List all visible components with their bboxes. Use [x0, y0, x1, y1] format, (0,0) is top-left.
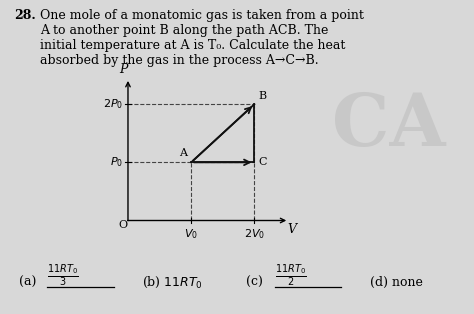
Text: C: C	[259, 157, 267, 167]
Text: B: B	[259, 91, 267, 101]
Text: One mole of a monatomic gas is taken from a point
A to another point B along the: One mole of a monatomic gas is taken fro…	[40, 9, 364, 68]
Text: (d) none: (d) none	[370, 276, 423, 289]
Text: (b) $11RT_0$: (b) $11RT_0$	[142, 275, 203, 290]
Text: (c): (c)	[246, 276, 264, 289]
Text: CA: CA	[332, 90, 446, 161]
Text: $P_0$: $P_0$	[110, 155, 123, 169]
Text: $V_0$: $V_0$	[184, 227, 198, 241]
Text: $2V_0$: $2V_0$	[244, 227, 265, 241]
Text: $\frac{11RT_0}{2}$: $\frac{11RT_0}{2}$	[275, 263, 307, 289]
Text: A: A	[179, 148, 187, 158]
Text: $\frac{11RT_0}{3}$: $\frac{11RT_0}{3}$	[47, 263, 79, 289]
Text: $2P_0$: $2P_0$	[103, 97, 123, 111]
Text: 28.: 28.	[14, 9, 36, 22]
Text: V: V	[288, 223, 297, 236]
Text: (a): (a)	[19, 276, 36, 289]
Text: P: P	[118, 63, 127, 76]
Text: O: O	[118, 220, 128, 230]
